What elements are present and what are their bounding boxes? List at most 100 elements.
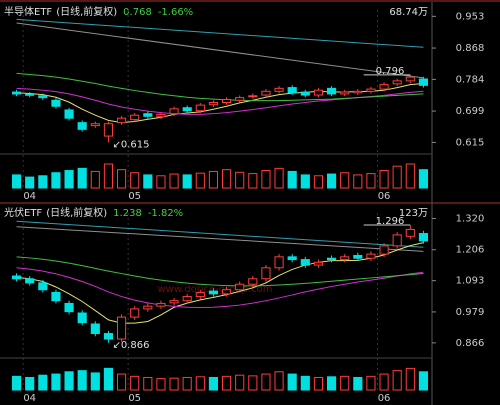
- candle-body: [235, 283, 245, 291]
- candle-body: [300, 91, 310, 96]
- volume-bar: [64, 371, 74, 391]
- price: 1.238: [113, 208, 142, 219]
- candle-body: [353, 90, 363, 94]
- y-tick-label: 0.784: [456, 74, 485, 85]
- volume-bar: [130, 172, 140, 189]
- volume-bar: [208, 170, 219, 189]
- high-label: 1.296: [376, 216, 405, 227]
- candle-body: [182, 296, 192, 302]
- volume-bar: [11, 375, 22, 391]
- candle-body: [195, 291, 205, 298]
- volume-bar: [143, 174, 153, 189]
- volume-bar: [261, 170, 271, 189]
- volume-bar: [156, 175, 166, 189]
- volume-bar: [221, 375, 232, 391]
- candle-body: [143, 305, 153, 310]
- candle-body: [366, 253, 376, 259]
- candle-body: [261, 90, 271, 96]
- ma-line: [16, 82, 424, 124]
- y-tick-label: 0.868: [456, 43, 485, 54]
- volume-bar: [340, 172, 350, 189]
- ma-line: [16, 256, 424, 287]
- candle-body: [326, 257, 337, 261]
- volume-bar: [313, 175, 324, 189]
- candle-body: [326, 87, 337, 95]
- candle-body: [103, 123, 114, 137]
- volume-bar: [366, 173, 376, 189]
- volume-bar: [221, 169, 232, 189]
- candle-body: [90, 323, 100, 335]
- volume-bar: [64, 170, 74, 189]
- x-tick-label: 05: [128, 393, 141, 404]
- high-label: 0.796: [376, 66, 405, 77]
- candle-body: [11, 91, 22, 95]
- volume-label: 123万: [399, 208, 428, 219]
- panel-subtitle: (日线,前复权): [56, 5, 117, 18]
- candle-body: [366, 88, 376, 92]
- candle-body: [235, 97, 245, 101]
- y-tick-label: 1.206: [456, 245, 485, 256]
- candle-body: [182, 107, 192, 112]
- volume-bar: [287, 373, 297, 391]
- ma-line: [16, 72, 424, 102]
- volume-bar: [116, 169, 127, 189]
- volume-bar: [169, 173, 179, 189]
- y-tick-label: 0.615: [456, 137, 485, 148]
- volume-label: 68.74万: [389, 7, 428, 18]
- volume-bar: [195, 376, 205, 391]
- volume-bar: [300, 174, 310, 189]
- volume-bar: [405, 163, 415, 189]
- x-tick-label: 05: [128, 191, 141, 202]
- candle-body: [51, 291, 61, 302]
- candle-body: [77, 122, 87, 130]
- watermark: www.dorice-group.com: [158, 284, 273, 295]
- x-tick-label: 06: [378, 191, 391, 202]
- y-tick-label: 0.866: [456, 338, 485, 349]
- volume-bar: [11, 174, 22, 189]
- volume-bar: [353, 376, 363, 391]
- volume-bar: [405, 367, 415, 391]
- trend-line: [16, 22, 424, 79]
- volume-bar: [103, 163, 114, 189]
- volume-bar: [156, 378, 166, 391]
- ma-line: [16, 242, 424, 324]
- candle-body: [208, 101, 219, 106]
- volume-bar: [143, 376, 153, 391]
- x-tick-label: 06: [378, 393, 391, 404]
- trend-line: [16, 220, 424, 248]
- candle-body: [392, 234, 402, 247]
- volume-bar: [248, 173, 258, 189]
- candle-body: [156, 113, 166, 118]
- volume-bar: [379, 373, 389, 391]
- ma-line: [16, 267, 424, 309]
- y-tick-label: 0.699: [456, 106, 485, 117]
- candle-body: [353, 254, 363, 259]
- y-tick-label: 1.093: [456, 276, 485, 287]
- candle-body: [287, 256, 297, 261]
- trend-line: [16, 18, 424, 48]
- low-label: ↙0.615: [112, 139, 149, 150]
- y-tick-label: 1.320: [456, 213, 485, 224]
- candle-body: [143, 113, 153, 117]
- volume-bar: [235, 171, 245, 189]
- volume-bar: [195, 172, 205, 189]
- panel-title: 半导体ETF: [4, 5, 52, 18]
- candle-body: [274, 87, 284, 92]
- volume-bar: [326, 173, 337, 189]
- volume-bar: [326, 376, 337, 391]
- low-label: ↙0.866: [112, 340, 149, 351]
- volume-bar: [116, 373, 127, 391]
- volume-bar: [90, 372, 100, 391]
- volume-bar: [379, 170, 389, 189]
- candle-body: [90, 123, 100, 127]
- volume-bar: [418, 169, 429, 189]
- candle-body: [116, 316, 127, 340]
- candle-body: [340, 256, 350, 261]
- candle-body: [379, 84, 389, 90]
- candle-body: [392, 80, 402, 85]
- volume-bar: [51, 172, 61, 189]
- volume-bar: [353, 174, 363, 189]
- volume-bar: [340, 375, 350, 391]
- volume-bar: [235, 374, 245, 391]
